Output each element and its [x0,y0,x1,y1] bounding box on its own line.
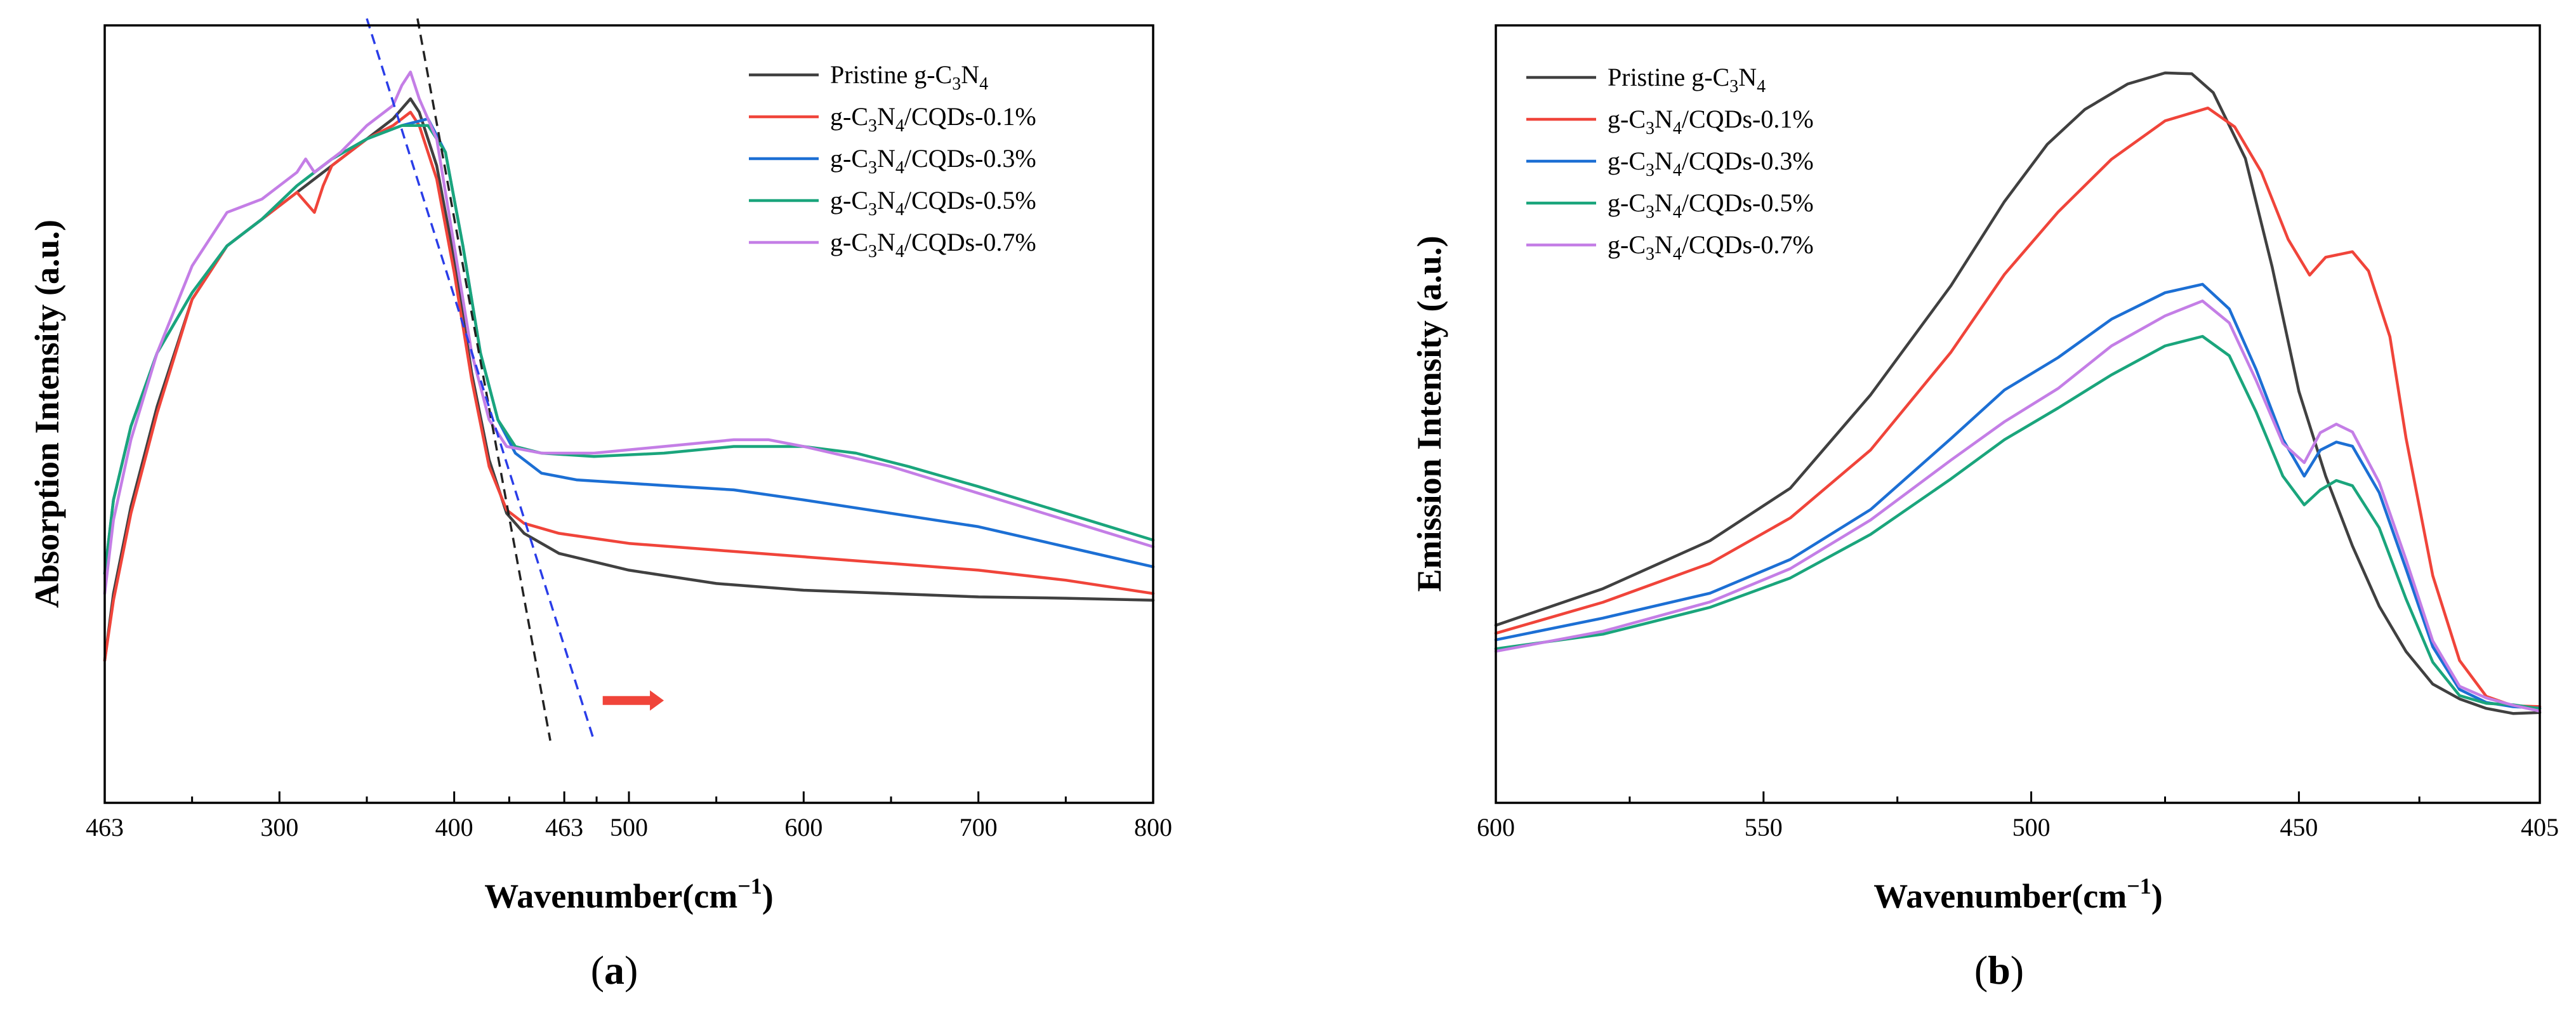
legend-label-a-2: g-C3N4/CQDs-0.3% [830,144,1036,178]
series-layer-b [1494,71,2542,715]
x-tick-label-a-3: 463 [545,813,583,842]
series-line-a-3 [103,124,1155,575]
legend-label-b-1: g-C3N4/CQDs-0.1% [1608,105,1814,138]
y-axis-label-a: Absorption Intensity (a.u.) [28,220,66,608]
legend-label-a-0: Pristine g-C3N4 [830,60,988,94]
x-tick-label-b-2: 500 [2012,813,2051,842]
shift-arrow [602,690,664,711]
x-tick-label-b-3: 450 [2280,813,2318,842]
series-line-b-1 [1494,106,2542,708]
tangent-line-1 [366,18,595,741]
x-ticks-a: 463 300 400 463 500 600 700 800 [86,791,1172,842]
panel-label-b: (b) [1974,948,2024,993]
series-line-b-0 [1494,71,2542,715]
x-ticks-b: 600 550 500 450 405 [1477,791,2559,842]
x-tick-label-a-0: 463 [86,813,124,842]
annotation-layer-a [366,18,664,741]
series-line-b-4 [1494,299,2542,713]
x-tick-label-a-7: 800 [1134,813,1172,842]
series-line-b-3 [1494,334,2542,710]
x-axis-label-b: Wavenumber(cm−1) [1873,873,2162,915]
x-tick-label-b-0: 600 [1477,813,1515,842]
legend-label-b-4: g-C3N4/CQDs-0.7% [1608,230,1814,264]
legend-label-b-3: g-C3N4/CQDs-0.5% [1608,188,1814,222]
legend-b: Pristine g-C3N4 g-C3N4/CQDs-0.1% g-C3N4/CQ… [1526,63,1814,264]
chart-panel-b: 600 550 500 450 405 Emission Intensity (a.u.… [1410,24,2559,993]
x-axis-label-a: Wavenumber(cm−1) [484,873,773,915]
chart-panel-a: 463 300 400 463 500 600 700 800 Absorption Inte… [28,18,1172,993]
legend-a: Pristine g-C3N4 g-C3N4/CQDs-0.1% g-C3N4/CQ… [749,60,1036,261]
x-tick-label-a-4: 500 [610,813,648,842]
legend-label-b-0: Pristine g-C3N4 [1608,63,1766,96]
panel-label-a: (a) [591,948,638,993]
series-line-b-2 [1494,282,2542,710]
x-tick-label-a-2: 400 [435,813,473,842]
x-tick-label-a-1: 300 [260,813,298,842]
x-tick-label-a-5: 600 [784,813,822,842]
series-layer-a [103,70,1155,662]
legend-label-a-3: g-C3N4/CQDs-0.5% [830,186,1036,220]
tangent-line-0 [416,18,552,741]
series-line-a-4 [103,70,1155,595]
legend-label-a-1: g-C3N4/CQDs-0.1% [830,102,1036,136]
legend-label-a-4: g-C3N4/CQDs-0.7% [830,228,1036,261]
plot-frame-b [1495,24,2541,804]
x-tick-label-b-1: 550 [1745,813,1783,842]
y-axis-label-b: Emission Intensity (a.u.) [1410,235,1448,591]
x-tick-label-b-4: 405 [2521,813,2559,842]
x-tick-label-a-6: 700 [960,813,998,842]
legend-label-b-2: g-C3N4/CQDs-0.3% [1608,147,1814,180]
